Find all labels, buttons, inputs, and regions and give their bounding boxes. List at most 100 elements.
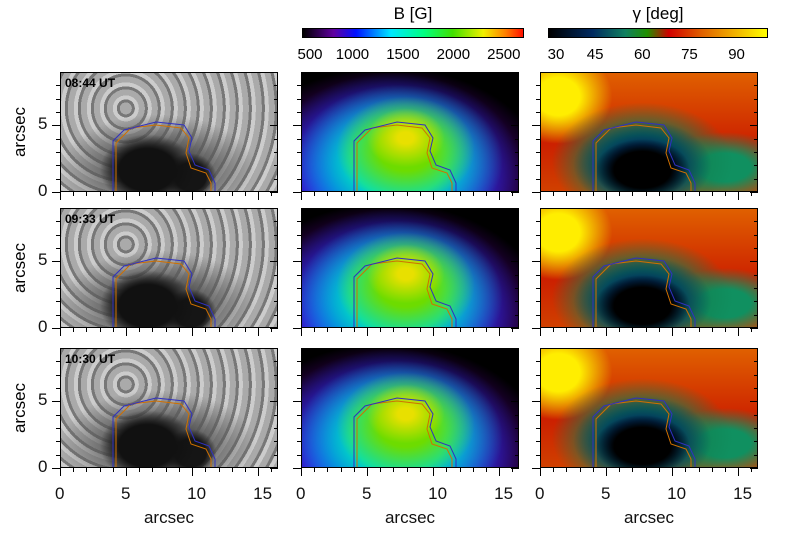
x-tick (698, 328, 700, 332)
x-tick (60, 192, 61, 200)
y-tick (536, 178, 540, 180)
x-tick (738, 328, 740, 336)
y-tick (511, 328, 519, 329)
y-tick (52, 125, 60, 127)
x-tick (327, 328, 329, 332)
x-tick (419, 192, 421, 196)
x-tick (592, 192, 594, 196)
x-tick (340, 328, 342, 332)
x-tick (192, 468, 194, 476)
x-tick (152, 328, 154, 332)
x-tick (73, 192, 75, 196)
y-tick (274, 138, 278, 140)
x-tick (738, 468, 740, 476)
y-tick (754, 428, 758, 429)
x-tick (553, 192, 555, 196)
x-tick (566, 328, 568, 332)
y-tick (297, 288, 301, 289)
y-tick-label: 5 (38, 250, 48, 270)
y-tick (274, 112, 278, 113)
y-tick (56, 234, 60, 236)
y-tick (56, 314, 60, 316)
y-tick (56, 248, 60, 249)
x-tick (126, 192, 128, 200)
y-tick (515, 288, 519, 289)
umbra-contour (353, 397, 457, 467)
x-tick (433, 468, 435, 476)
x-tick (446, 328, 448, 332)
x-tick (393, 192, 395, 196)
y-tick (56, 274, 60, 276)
y-tick (56, 388, 60, 389)
x-tick (672, 328, 674, 336)
y-tick (515, 361, 519, 363)
x-tick (139, 468, 141, 472)
umbra-contour (353, 257, 457, 327)
y-tick (274, 234, 278, 236)
x-tick (205, 468, 207, 472)
x-tick (60, 468, 61, 476)
x-tick (658, 468, 660, 472)
x-tick (406, 192, 408, 196)
y-tick (750, 125, 758, 127)
y-tick (297, 85, 301, 87)
x-tick-label: 10 (428, 484, 448, 503)
x-tick (459, 192, 461, 196)
y-tick (511, 261, 519, 263)
x-axis-label: arcsec (384, 508, 436, 527)
y-tick (532, 261, 540, 263)
x-tick (512, 192, 514, 196)
y-tick (536, 165, 540, 167)
x-tick (459, 468, 461, 472)
y-tick (52, 261, 60, 263)
y-tick (274, 428, 278, 429)
y-tick (515, 221, 519, 223)
y-tick (297, 454, 301, 456)
x-tick (99, 328, 101, 332)
y-tick-label: 0 (38, 181, 48, 200)
y-tick (536, 441, 540, 443)
x-tick (645, 192, 647, 196)
y-tick (293, 401, 301, 403)
y-tick (750, 328, 758, 329)
x-tick (218, 328, 220, 332)
x-tick (566, 192, 568, 196)
x-tick (205, 192, 207, 196)
y-tick (754, 85, 758, 87)
y-tick (515, 98, 519, 100)
y-tick (515, 454, 519, 456)
x-tick (632, 468, 634, 472)
x-tick (724, 468, 726, 472)
colorbar-tick-label: 500 (297, 46, 323, 63)
y-tick (511, 192, 519, 193)
x-tick (314, 192, 316, 196)
map-panel-r2-c3 (540, 208, 758, 328)
y-tick (56, 301, 60, 303)
y-tick (754, 274, 758, 276)
y-tick (754, 414, 758, 416)
x-tick (205, 328, 207, 332)
x-tick (327, 468, 329, 472)
map-panel-r1-c1: 08:44 UT (60, 72, 278, 192)
x-tick (353, 328, 355, 332)
y-tick (270, 401, 278, 403)
y-tick (56, 428, 60, 429)
x-tick (126, 328, 128, 336)
x-tick (86, 328, 88, 332)
umbra-contour (112, 121, 216, 191)
y-tick (297, 234, 301, 236)
y-tick (297, 221, 301, 223)
x-tick (178, 468, 180, 472)
x-tick-label: 0 (55, 484, 65, 503)
x-tick (724, 328, 726, 332)
x-tick (301, 328, 302, 336)
y-tick (274, 288, 278, 289)
x-tick-label: 5 (601, 484, 611, 503)
y-tick (274, 388, 278, 389)
x-tick-label: 0 (296, 484, 306, 503)
colorbar-tick-label: 1000 (335, 46, 370, 63)
colorbar-tick-label: 60 (633, 46, 651, 63)
y-tick (536, 388, 540, 389)
x-tick (419, 468, 421, 472)
